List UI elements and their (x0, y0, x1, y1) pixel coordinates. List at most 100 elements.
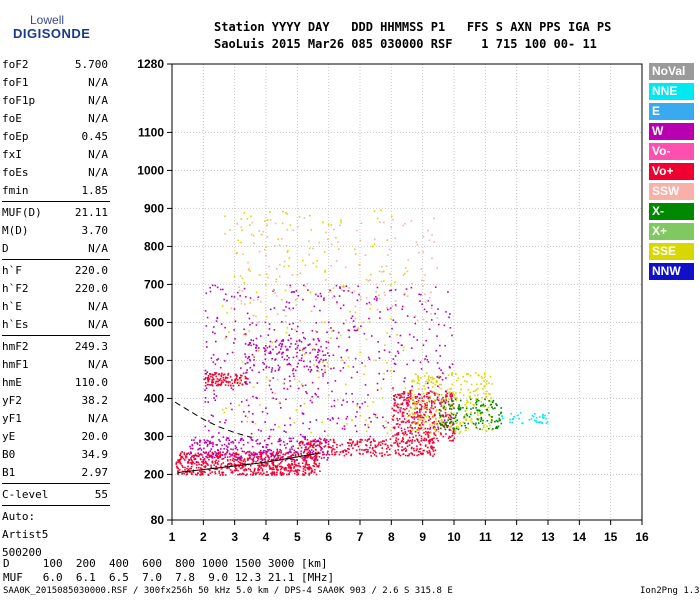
x-tick-label: 16 (635, 530, 649, 544)
echo-point (419, 416, 422, 419)
echo-point (394, 288, 397, 291)
echo-point (225, 419, 227, 422)
echo-point (476, 412, 479, 414)
echo-point (436, 423, 438, 425)
echo-point (187, 460, 189, 463)
echo-point (419, 413, 422, 415)
echo-point (296, 346, 299, 349)
param-label: hmF1 (2, 358, 29, 371)
echo-point (538, 421, 541, 424)
echo-point (374, 413, 377, 416)
echo-point (222, 462, 225, 464)
echo-point (304, 457, 307, 459)
echo-point (265, 273, 268, 275)
echo-point (434, 383, 436, 386)
echo-point (331, 330, 333, 332)
echo-point (410, 416, 413, 418)
echo-point (422, 285, 424, 287)
y-tick-label: 900 (144, 201, 164, 215)
echo-point (264, 321, 267, 324)
echo-point (252, 474, 254, 476)
echo-point (430, 446, 432, 448)
echo-point (210, 466, 213, 468)
echo-point (245, 469, 248, 471)
echo-point (372, 401, 375, 403)
echo-point (309, 421, 312, 423)
echo-point (417, 393, 420, 395)
echo-point (318, 462, 321, 465)
echo-point (443, 404, 446, 407)
echo-point (250, 470, 252, 473)
echo-point (401, 308, 403, 311)
echo-point (326, 331, 328, 334)
echo-point (472, 407, 474, 409)
echo-point (476, 427, 479, 430)
echo-point (357, 285, 359, 288)
echo-point (211, 461, 213, 463)
echo-point (404, 398, 406, 401)
echo-point (440, 383, 442, 386)
echo-point (423, 418, 426, 421)
echo-point (452, 439, 454, 441)
echo-point (252, 451, 255, 454)
echo-point (374, 450, 376, 453)
echo-point (365, 430, 368, 433)
echo-point (315, 445, 317, 447)
echo-point (231, 470, 234, 473)
echo-point (270, 467, 272, 470)
echo-point (333, 405, 336, 407)
echo-point (246, 459, 249, 461)
echo-point (481, 422, 484, 425)
echo-point (403, 392, 406, 395)
echo-point (421, 419, 424, 422)
echo-point (226, 464, 229, 467)
echo-point (219, 456, 221, 458)
echo-point (244, 464, 247, 467)
echo-point (431, 386, 434, 388)
echo-point (277, 452, 280, 454)
echo-point (290, 440, 293, 442)
echo-point (251, 322, 254, 324)
echo-point (272, 289, 275, 292)
echo-point (266, 474, 268, 476)
echo-point (263, 248, 266, 251)
echo-point (471, 420, 473, 423)
echo-point (403, 391, 406, 393)
echo-point (398, 418, 401, 420)
echo-point (277, 456, 280, 459)
echo-point (477, 394, 479, 396)
echo-point (281, 321, 283, 323)
echo-point (382, 378, 385, 380)
echo-point (324, 371, 326, 374)
echo-point (276, 453, 279, 455)
echo-point (412, 413, 415, 416)
echo-point (399, 410, 402, 413)
echo-point (455, 414, 457, 417)
echo-point (465, 405, 468, 408)
echo-point (201, 470, 204, 473)
echo-point (235, 373, 237, 376)
echo-point (455, 427, 458, 430)
echo-point (397, 449, 399, 451)
echo-point (252, 454, 255, 457)
echo-point (338, 345, 340, 348)
echo-point (432, 455, 434, 457)
echo-point (416, 429, 418, 432)
echo-point (316, 369, 319, 372)
echo-point (212, 326, 215, 328)
echo-point (260, 458, 262, 460)
echo-point (408, 414, 410, 417)
echo-point (350, 454, 352, 457)
echo-point (464, 380, 466, 382)
echo-point (358, 452, 361, 455)
echo-point (185, 457, 187, 459)
echo-point (211, 381, 213, 384)
echo-point (268, 384, 271, 387)
echo-point (318, 444, 321, 447)
echo-point (295, 340, 298, 343)
echo-point (445, 407, 448, 409)
echo-point (393, 370, 395, 373)
echo-point (324, 271, 326, 273)
echo-point (273, 468, 275, 471)
echo-point (380, 280, 383, 283)
